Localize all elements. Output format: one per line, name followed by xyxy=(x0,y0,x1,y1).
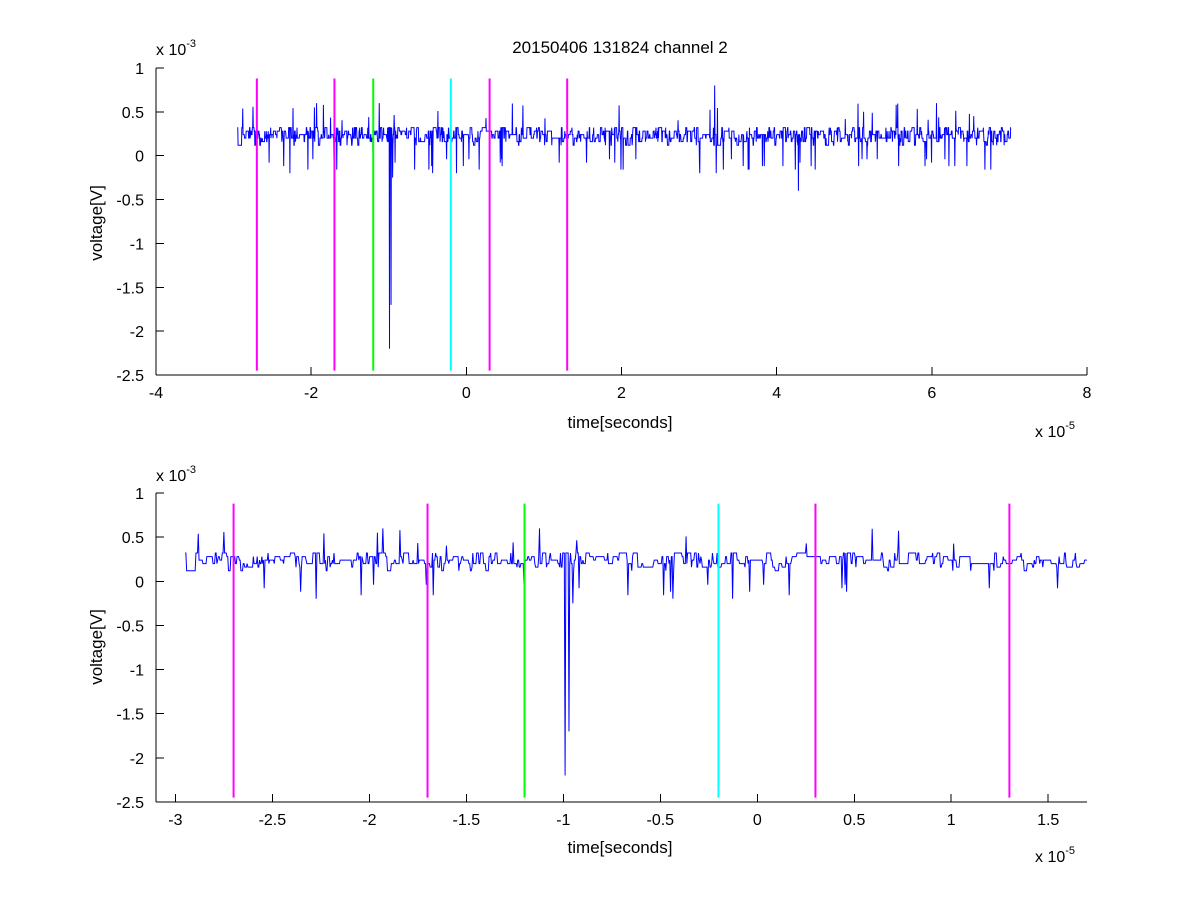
top-x-tick-label: 2 xyxy=(617,385,626,402)
top-x-tick-label: 8 xyxy=(1083,385,1092,402)
top-y-tick-label: -2.5 xyxy=(116,368,144,385)
top-y-exponent-base: x 10 xyxy=(156,42,186,59)
bottom-y-tick-label: -0.5 xyxy=(116,618,144,635)
bottom-y-exponent-power: -3 xyxy=(186,464,196,476)
top-y-exponent: x 10-3 xyxy=(156,38,196,59)
bottom-x-tick-label: -2.5 xyxy=(259,812,287,829)
bottom-y-exponent: x 10-3 xyxy=(156,464,196,485)
top-plot-area xyxy=(237,78,1012,371)
bottom-y-tick-label: 1 xyxy=(135,486,144,503)
bottom-x-tick-label: -2 xyxy=(362,812,376,829)
top-x-exponent: x 10-5 xyxy=(1035,420,1075,441)
top-y-axis-label: voltage[V] xyxy=(87,185,106,261)
top-y-tick-label: 0 xyxy=(135,149,144,166)
top-x-exponent-power: -5 xyxy=(1065,420,1075,432)
top-x-tick-label: 4 xyxy=(772,385,781,402)
bottom-axis-frame xyxy=(155,493,1087,803)
top-x-axis-label: time[seconds] xyxy=(568,413,673,432)
top-x-exponent-base: x 10 xyxy=(1035,424,1065,441)
bottom-x-exponent-power: -5 xyxy=(1065,845,1075,857)
top-x-tick-label: 0 xyxy=(462,385,471,402)
top-x-tick-label: -2 xyxy=(304,385,318,402)
bottom-y-tick-label: -1 xyxy=(130,663,144,680)
bottom-y-tick-label: -1.5 xyxy=(116,707,144,724)
top-y-tick-label: -0.5 xyxy=(116,193,144,210)
top-y-tick-label: -1.5 xyxy=(116,280,144,297)
bottom-x-exponent-base: x 10 xyxy=(1035,849,1065,866)
figure-title: 20150406 131824 channel 2 xyxy=(512,38,728,57)
bottom-signal-line xyxy=(185,528,1087,776)
bottom-x-exponent: x 10-5 xyxy=(1035,845,1075,866)
bottom-x-tick-label: 1 xyxy=(947,812,956,829)
bottom-x-tick-label: 1.5 xyxy=(1037,812,1059,829)
top-y-tick-label: 1 xyxy=(135,61,144,78)
bottom-x-tick-label: 0.5 xyxy=(843,812,865,829)
top-x-tick-label: 6 xyxy=(927,385,936,402)
bottom-y-tick-label: 0.5 xyxy=(122,530,144,547)
bottom-x-tick-label: -0.5 xyxy=(647,812,675,829)
bottom-y-exponent-base: x 10 xyxy=(156,468,186,485)
bottom-x-tick-label: -1.5 xyxy=(453,812,481,829)
top-x-tick-label: -4 xyxy=(149,385,163,402)
bottom-x-tick-label: -3 xyxy=(168,812,182,829)
top-y-exponent-power: -3 xyxy=(186,38,196,50)
top-y-tick-label: -1 xyxy=(130,236,144,253)
bottom-ticks: -3 -2.5 -2 -1.5 -1 -0.5 0 0.5 1 1.5 1 0.5 0 -0.5 -1 -1.… xyxy=(116,486,1059,829)
bottom-y-axis-label: voltage[V] xyxy=(87,609,106,685)
top-ticks: -4 -2 0 2 4 6 8 1 0.5 0 -0.5 -1 -1.5 -2 -2.5 xyxy=(116,61,1091,402)
bottom-y-tick-label: 0 xyxy=(135,574,144,591)
bottom-y-tick-label: -2.5 xyxy=(116,795,144,812)
top-y-tick-label: 0.5 xyxy=(122,105,144,122)
top-axes: -4 -2 0 2 4 6 8 1 0.5 0 -0.5 -1 -1.5 -2 -2.5 time[seco… xyxy=(87,38,1092,441)
bottom-axes: -3 -2.5 -2 -1.5 -1 -0.5 0 0.5 1 1.5 1 0.5 0 -0.5 -1 -1.… xyxy=(87,464,1087,866)
top-axis-frame xyxy=(155,68,1087,376)
top-y-tick-label: -2 xyxy=(130,324,144,341)
bottom-x-axis-label: time[seconds] xyxy=(568,838,673,857)
bottom-x-tick-label: 0 xyxy=(753,812,762,829)
top-signal-line xyxy=(237,85,1012,349)
bottom-plot-area xyxy=(185,503,1087,798)
bottom-y-tick-label: -2 xyxy=(130,751,144,768)
bottom-x-tick-label: -1 xyxy=(556,812,570,829)
